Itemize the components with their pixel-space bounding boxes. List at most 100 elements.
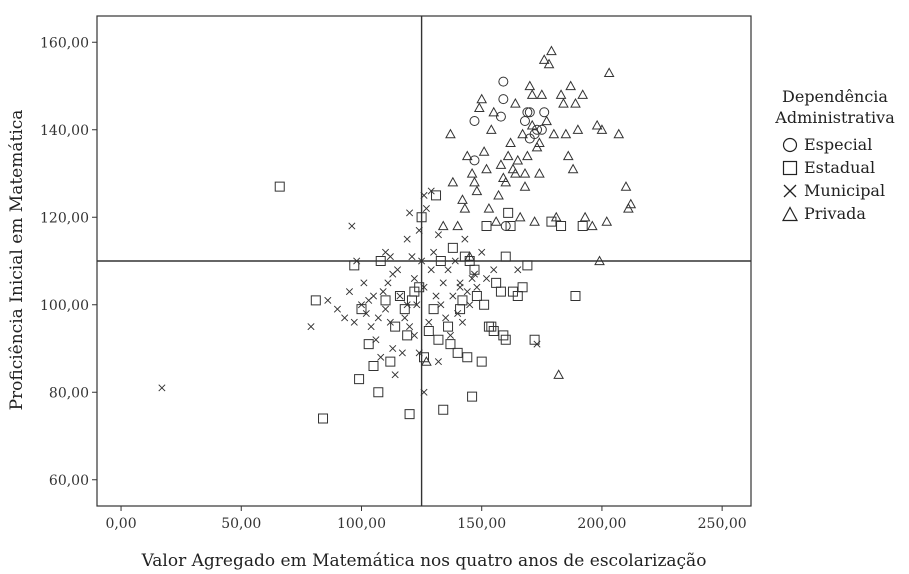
data-point [603, 67, 615, 77]
legend-title-line2: Administrativa [775, 108, 895, 127]
data-point [536, 89, 548, 99]
data-point [389, 270, 397, 278]
data-point [333, 305, 341, 313]
data-point [514, 266, 522, 274]
data-point [445, 339, 456, 350]
data-point [536, 124, 547, 135]
data-point [534, 167, 545, 178]
data-point [354, 374, 365, 385]
data-point [461, 235, 469, 243]
data-point [500, 251, 511, 262]
data-point [471, 291, 482, 301]
data-point [368, 361, 379, 371]
data-point [483, 202, 495, 213]
data-point [479, 299, 490, 310]
y-tick-label: 80,00 [49, 385, 89, 401]
data-point [431, 190, 442, 201]
series-privada [421, 45, 637, 379]
data-point [377, 353, 385, 361]
data-point [432, 292, 440, 300]
x-tick-label: 150,00 [457, 516, 506, 532]
data-point [503, 207, 514, 218]
data-point [469, 116, 480, 126]
triangle-icon [782, 205, 798, 221]
data-point [485, 124, 497, 134]
data-point [444, 266, 452, 274]
plot-frame [96, 15, 752, 507]
data-point [466, 167, 478, 178]
data-point [488, 106, 500, 117]
data-point [541, 115, 552, 126]
data-point [454, 309, 462, 318]
legend-label-privada: Privada [804, 204, 866, 223]
data-point [613, 128, 625, 139]
data-point [594, 255, 605, 266]
series-municipal [158, 187, 541, 396]
data-point [522, 260, 533, 271]
data-point [517, 128, 528, 139]
data-point [375, 256, 386, 266]
data-point [591, 119, 603, 130]
data-point [579, 211, 591, 222]
data-point [399, 304, 410, 315]
data-point [524, 107, 535, 118]
data-point [471, 185, 483, 196]
legend: Dependência Administrativa Especial Esta… [760, 86, 909, 225]
data-point [522, 107, 533, 118]
data-point [452, 220, 464, 231]
data-point [433, 334, 444, 345]
data-point [373, 387, 384, 398]
data-point [500, 176, 512, 187]
legend-label-municipal: Municipal [804, 181, 886, 200]
data-point [428, 304, 439, 315]
data-point [369, 292, 378, 300]
data-point [601, 216, 613, 226]
y-tick-label: 60,00 [49, 473, 89, 489]
data-point [438, 404, 449, 415]
data-point [470, 270, 479, 278]
data-point [567, 163, 579, 174]
data-point [396, 292, 404, 300]
data-point [481, 221, 492, 231]
data-point [529, 334, 540, 345]
data-point [490, 216, 502, 226]
data-point [318, 413, 329, 424]
data-point [586, 220, 598, 231]
data-point [457, 194, 468, 204]
data-point [420, 388, 428, 396]
data-point [384, 279, 392, 287]
data-point [349, 260, 360, 271]
data-point [401, 314, 409, 322]
data-point [437, 220, 449, 231]
data-point [625, 198, 637, 209]
data-point [498, 76, 509, 87]
data-point [491, 277, 502, 288]
data-point [577, 89, 589, 99]
legend-label-estadual: Estadual [804, 158, 876, 177]
data-point [324, 296, 332, 304]
data-point [498, 94, 509, 105]
data-point [430, 248, 438, 256]
data-point [406, 323, 414, 331]
data-point [437, 301, 445, 309]
data-point [390, 321, 401, 332]
data-point [556, 221, 567, 231]
x-tick-label: 50,00 [221, 516, 261, 532]
data-point [442, 314, 450, 322]
data-point [423, 326, 434, 336]
data-point [350, 318, 358, 326]
data-point [577, 221, 588, 231]
data-point [420, 283, 428, 291]
data-point [546, 45, 557, 56]
data-point [572, 124, 584, 134]
circle-icon [782, 137, 798, 152]
y-tick-label: 100,00 [40, 298, 89, 314]
data-point [478, 146, 490, 156]
data-point [562, 150, 574, 161]
legend-item-especial: Especial [782, 133, 909, 156]
y-tick-label: 140,00 [40, 123, 89, 139]
data-point [449, 292, 457, 300]
data-point [381, 248, 390, 256]
data-point [473, 102, 485, 112]
data-point [495, 111, 506, 122]
